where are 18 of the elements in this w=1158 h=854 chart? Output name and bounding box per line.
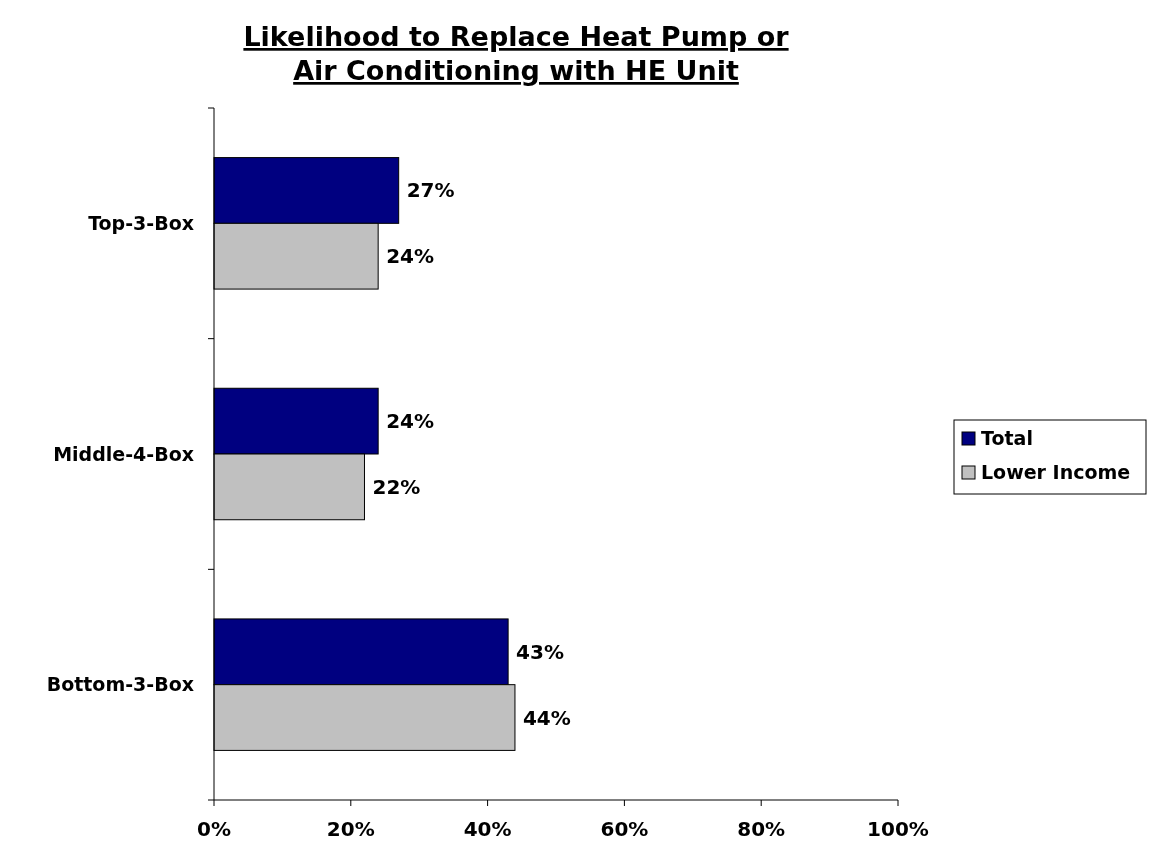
x-tick-label: 20%	[326, 817, 375, 841]
chart-title: Likelihood to Replace Heat Pump or Air Conditioning with HE Unit	[243, 21, 790, 86]
x-tick-label: 40%	[463, 817, 512, 841]
y-tick-label: Middle-4-Box	[53, 442, 194, 465]
data-label: 24%	[386, 244, 435, 269]
data-label: 27%	[406, 178, 455, 203]
x-tick-label: 0%	[197, 817, 231, 841]
y-tick-label: Bottom-3-Box	[46, 673, 194, 696]
y-tick-label: Top-3-Box	[88, 211, 194, 234]
x-tick-label: 100%	[867, 817, 929, 841]
data-label: 24%	[386, 409, 435, 434]
x-tick-label: 60%	[600, 817, 649, 841]
legend-label: Lower Income	[981, 460, 1131, 483]
data-label: 22%	[372, 474, 421, 499]
x-tick-label: 80%	[737, 817, 786, 841]
data-label: 43%	[516, 639, 564, 664]
legend-label: Total	[981, 426, 1033, 449]
data-label: 44%	[522, 705, 571, 730]
